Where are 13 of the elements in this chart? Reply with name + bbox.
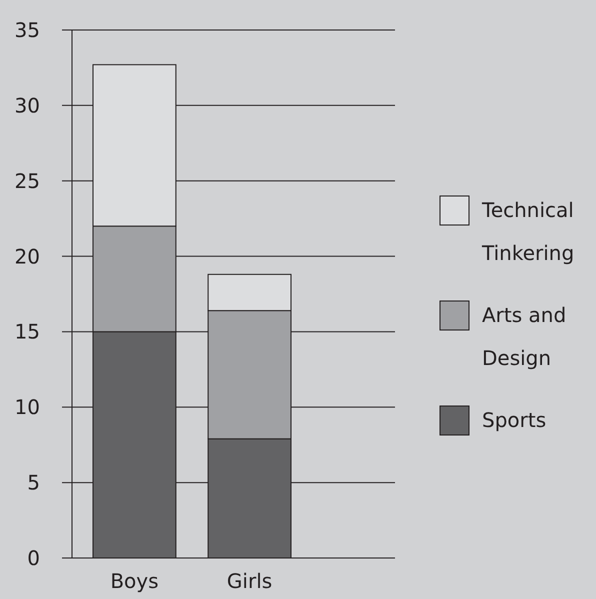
- y-tick-label: 10: [14, 395, 40, 420]
- legend-label: Sports: [482, 408, 546, 432]
- x-tick-label: Boys: [110, 569, 159, 593]
- y-tick-label: 15: [14, 320, 40, 344]
- legend-label: Arts and Design: [482, 303, 566, 370]
- y-tick-label: 30: [14, 93, 40, 118]
- y-tick-label: 0: [27, 546, 40, 570]
- y-tick-label: 5: [27, 470, 40, 495]
- x-tick-label: Girls: [226, 569, 272, 593]
- y-tick-label: 25: [14, 168, 40, 193]
- y-tick-label: 20: [14, 244, 40, 268]
- legend-label: Technical Tinkering: [481, 198, 574, 265]
- y-tick-label: 35: [14, 18, 40, 42]
